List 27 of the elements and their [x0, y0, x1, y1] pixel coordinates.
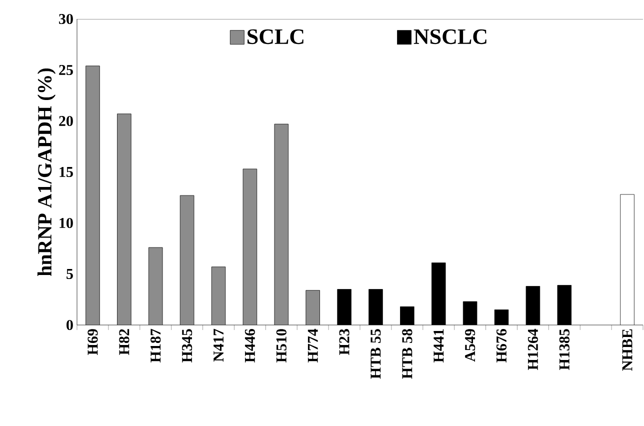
x-tick-label: N417 [214, 328, 224, 362]
y-tick-label: 30 [59, 14, 73, 24]
y-tick-label: 0 [66, 320, 73, 330]
x-tick-label: H82 [119, 329, 130, 355]
x-tick-label: H774 [308, 328, 318, 362]
x-tick-label: H1264 [528, 328, 538, 370]
x-tick-label: H345 [182, 329, 192, 362]
x-tick-label: H23 [339, 329, 350, 355]
x-tick-label: HTB 55 [370, 329, 381, 379]
y-tick-label: 5 [66, 269, 73, 279]
x-tick-label: H441 [434, 329, 444, 362]
x-tick-label: NHBE [622, 329, 632, 371]
x-tick-label: H446 [244, 328, 255, 362]
x-tick-label: HTB 58 [402, 329, 412, 379]
x-tick-label: H1385 [559, 329, 570, 370]
y-tick-label: 25 [59, 64, 73, 76]
y-tick-label: 20 [59, 116, 73, 126]
y-tick-label: 15 [60, 166, 73, 178]
legend-label: SCLC [248, 29, 304, 44]
x-tick-label: H69 [88, 329, 98, 355]
x-tick-label: H676 [496, 328, 507, 362]
x-tick-label: H510 [276, 329, 286, 362]
legend-label: NSCLC [414, 29, 486, 44]
x-tick-label: H187 [150, 328, 161, 362]
x-tick-label: A549 [465, 329, 476, 362]
y-tick-label: 10 [60, 218, 73, 228]
y-axis-title: hnRNP A1/GAPDH (%) [37, 68, 56, 276]
